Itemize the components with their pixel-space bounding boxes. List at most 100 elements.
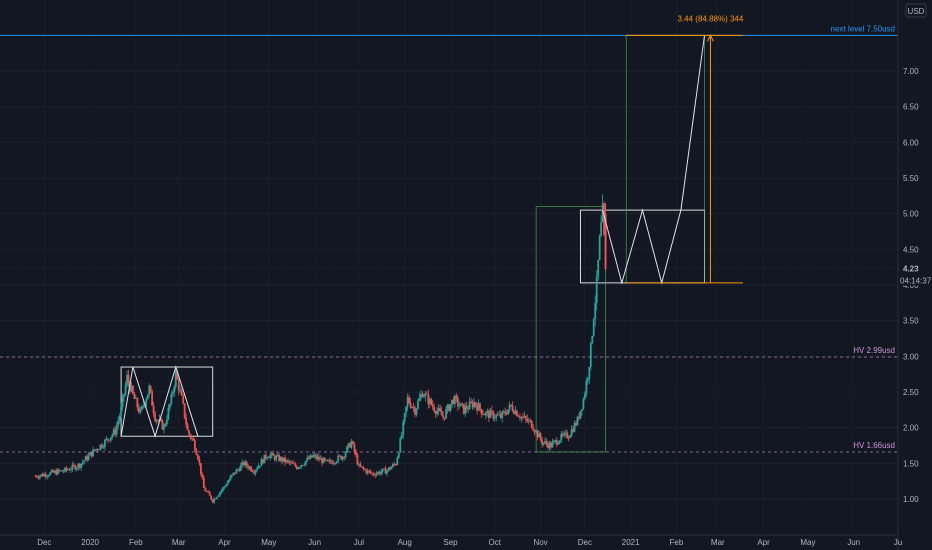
x-tick-label: Feb [670, 538, 684, 547]
candle-body [312, 455, 315, 458]
pattern-box[interactable] [120, 366, 214, 437]
x-tick-label: Mar [172, 538, 186, 547]
candle-body [552, 440, 555, 443]
candle-body [146, 394, 149, 400]
candle-body [508, 404, 511, 410]
candle-body [529, 420, 532, 422]
y-tick-label: 3.50 [903, 317, 919, 326]
candle-body [353, 443, 356, 452]
candle-body [483, 414, 486, 416]
candle-body [40, 474, 43, 476]
candle-body [467, 409, 470, 410]
candle-body [360, 466, 363, 468]
candle-body [533, 430, 536, 433]
candle-body [245, 461, 248, 466]
candle-body [384, 468, 387, 474]
candle-body [80, 463, 83, 468]
candle-body [236, 469, 239, 471]
candle-body [440, 411, 443, 416]
time-axis[interactable]: Dec 2020 Feb Mar Apr May Jun Jul Aug Sep Oct Nov Dec… [0, 534, 902, 547]
candle-body [220, 490, 223, 493]
candle-body [191, 438, 193, 439]
candle-body [303, 464, 306, 466]
candle-body [393, 464, 396, 465]
candle-body [567, 437, 570, 439]
candle-body [321, 458, 323, 464]
x-tick-label: May [800, 538, 815, 547]
candle-body [378, 471, 381, 475]
y-tick-label: 3.00 [903, 352, 919, 361]
candle-body [217, 495, 220, 497]
candle-body [400, 434, 403, 439]
candle-body [154, 413, 156, 422]
candle-body [127, 374, 130, 383]
candle-body [536, 430, 539, 438]
candle-body [67, 469, 69, 471]
candle-body [326, 459, 329, 462]
candle-body [273, 455, 276, 460]
candle-body [520, 416, 523, 419]
candle-body [267, 457, 270, 459]
candle-body [281, 457, 284, 462]
candle-body [421, 394, 424, 398]
candle-body [318, 456, 320, 460]
candle-body [78, 463, 81, 468]
candle-body [476, 405, 478, 411]
candle-body [430, 398, 433, 405]
candle-body [591, 335, 594, 343]
last-price-label: 4.23 [903, 265, 919, 274]
candle-body [229, 476, 232, 481]
candle-body [542, 442, 545, 445]
candle-body [46, 476, 49, 477]
candle-body [68, 469, 71, 471]
candle-body [179, 390, 182, 391]
candle-body [415, 408, 418, 415]
candle-body [442, 415, 444, 418]
candle-body [61, 470, 63, 472]
candle-body [167, 407, 170, 420]
x-tick-label: Apr [757, 538, 770, 547]
zigzag-line[interactable] [602, 35, 705, 285]
x-tick-label: Jun [308, 538, 321, 547]
candle-body [517, 416, 520, 417]
candle-body [561, 433, 564, 436]
candle-body [387, 467, 390, 471]
x-tick-label: Dec [578, 538, 592, 547]
candle-body [569, 435, 572, 438]
candle-body [579, 410, 582, 419]
candle-body [341, 456, 344, 460]
candle-body [471, 402, 474, 408]
zigzag-drawings[interactable] [120, 35, 705, 438]
candle-body [443, 417, 446, 419]
candle-body [436, 411, 439, 414]
candle-body [411, 407, 413, 408]
candle-body [589, 342, 592, 367]
candle-body [316, 456, 319, 459]
projection-tool[interactable]: 3.44 (84.88%) 344 [626, 14, 744, 284]
candle-body [368, 470, 371, 472]
candle-body [468, 401, 471, 410]
candle-body [505, 413, 508, 415]
candle-body [560, 433, 563, 441]
candle-body [337, 455, 340, 462]
candle-body [328, 460, 331, 462]
candle-body [408, 397, 411, 403]
currency-badge[interactable]: USD [905, 3, 927, 18]
countdown-label: 04:14:37 [900, 277, 932, 286]
candle-body [288, 461, 291, 463]
candle-body [254, 470, 257, 474]
x-tick-label: Ju [894, 538, 902, 547]
x-tick-label: 2020 [81, 538, 99, 547]
zigzag-line[interactable] [120, 365, 199, 438]
candle-body [130, 385, 133, 392]
pattern-box[interactable] [535, 206, 606, 453]
candle-body [112, 429, 115, 435]
candle-body [603, 203, 605, 235]
candle-body [194, 440, 196, 451]
candle-body [456, 398, 459, 407]
candle-body [597, 260, 600, 277]
x-tick-label: Oct [489, 538, 502, 547]
candle-body [238, 469, 241, 471]
